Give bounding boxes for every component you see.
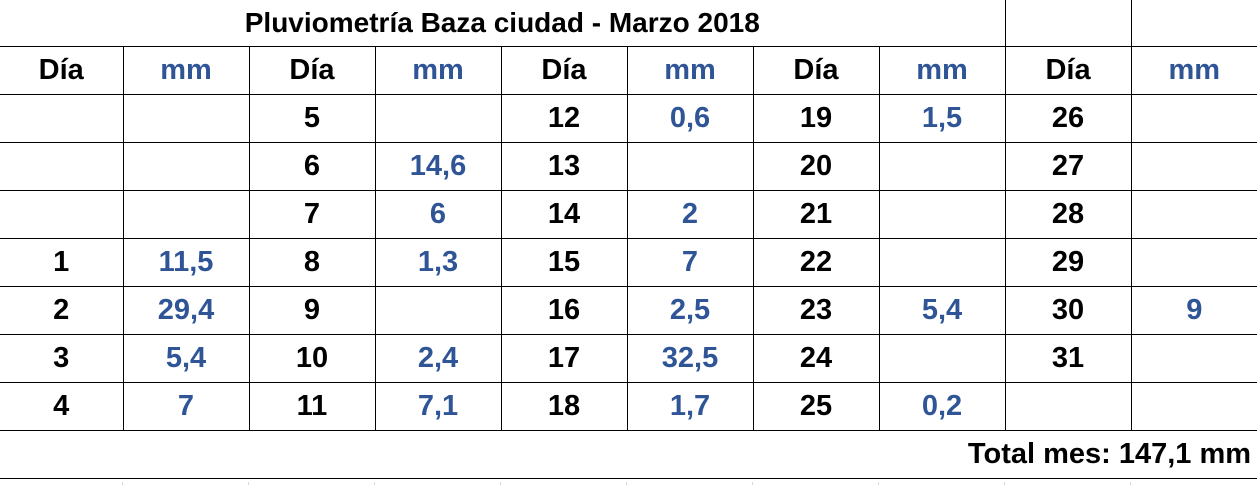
rain-mm-cell: 6: [374, 190, 502, 239]
rain-mm-cell: [122, 94, 250, 143]
rain-mm-cell: [374, 94, 502, 143]
day-cell: 2: [0, 286, 124, 335]
day-cell: 11: [248, 382, 376, 431]
day-cell: 22: [752, 238, 880, 287]
rain-mm-cell: [878, 334, 1006, 383]
day-cell: 20: [752, 142, 880, 191]
rain-mm-cell: 2: [626, 190, 754, 239]
rain-mm-cell: [878, 142, 1006, 191]
rain-mm-cell: [1130, 190, 1257, 239]
next-row-gridlines: [0, 482, 1257, 485]
total-row: Total mes: 147,1 mm: [0, 430, 1257, 479]
day-cell: 23: [752, 286, 880, 335]
rain-mm-cell: [1130, 238, 1257, 287]
day-cell: 3: [0, 334, 124, 383]
monthly-total: Total mes: 147,1 mm: [0, 430, 1257, 479]
table-row: 4 7 11 7,1 18 1,7 25 0,2: [0, 382, 1257, 431]
day-cell: 12: [500, 94, 628, 143]
rain-mm-cell: [1130, 142, 1257, 191]
rain-mm-cell: [122, 190, 250, 239]
sheet-title: Pluviometría Baza ciudad - Marzo 2018: [0, 0, 1006, 47]
header-mm: mm: [374, 46, 502, 95]
title-row: Pluviometría Baza ciudad - Marzo 2018: [0, 0, 1257, 47]
day-cell: 29: [1004, 238, 1132, 287]
day-cell: 15: [500, 238, 628, 287]
rain-mm-cell: 14,6: [374, 142, 502, 191]
day-cell: 31: [1004, 334, 1132, 383]
day-cell: 16: [500, 286, 628, 335]
rain-mm-cell: 7: [122, 382, 250, 431]
rain-mm-cell: 5,4: [122, 334, 250, 383]
rain-mm-cell: [374, 286, 502, 335]
header-dia: Día: [248, 46, 376, 95]
day-cell: 10: [248, 334, 376, 383]
rain-mm-cell: 0,6: [626, 94, 754, 143]
day-cell: 13: [500, 142, 628, 191]
rain-mm-cell: [1130, 94, 1257, 143]
table-row: 2 29,4 9 16 2,5 23 5,4 30 9: [0, 286, 1257, 335]
day-cell: 24: [752, 334, 880, 383]
title-blank-cell: [1004, 0, 1132, 47]
header-mm: mm: [1130, 46, 1257, 95]
rain-mm-cell: 7,1: [374, 382, 502, 431]
day-cell: 25: [752, 382, 880, 431]
day-cell: 5: [248, 94, 376, 143]
day-cell: [0, 142, 124, 191]
table-row: 1 11,5 8 1,3 15 7 22 29: [0, 238, 1257, 287]
rain-mm-cell: [1130, 334, 1257, 383]
rain-mm-cell: [878, 190, 1006, 239]
rain-mm-cell: 5,4: [878, 286, 1006, 335]
header-dia: Día: [500, 46, 628, 95]
day-cell: 21: [752, 190, 880, 239]
day-cell: 19: [752, 94, 880, 143]
header-row: Día mm Día mm Día mm Día mm Día mm: [0, 46, 1257, 95]
day-cell: 6: [248, 142, 376, 191]
day-cell: 1: [0, 238, 124, 287]
header-dia: Día: [1004, 46, 1132, 95]
day-cell: 27: [1004, 142, 1132, 191]
rain-mm-cell: 1,3: [374, 238, 502, 287]
table-row: 5 12 0,6 19 1,5 26: [0, 94, 1257, 143]
day-cell: 7: [248, 190, 376, 239]
rain-mm-cell: [122, 142, 250, 191]
rain-mm-cell: [1130, 382, 1257, 431]
header-mm: mm: [122, 46, 250, 95]
table-row: 3 5,4 10 2,4 17 32,5 24 31: [0, 334, 1257, 383]
header-dia: Día: [0, 46, 124, 95]
rain-mm-cell: 2,5: [626, 286, 754, 335]
day-cell: 14: [500, 190, 628, 239]
title-blank-cell: [1130, 0, 1257, 47]
day-cell: [0, 94, 124, 143]
rain-mm-cell: 7: [626, 238, 754, 287]
rain-mm-cell: 1,5: [878, 94, 1006, 143]
day-cell: 4: [0, 382, 124, 431]
rain-mm-cell: [878, 238, 1006, 287]
day-cell: 9: [248, 286, 376, 335]
rain-mm-cell: 29,4: [122, 286, 250, 335]
rain-mm-cell: [626, 142, 754, 191]
day-cell: 26: [1004, 94, 1132, 143]
rain-mm-cell: 0,2: [878, 382, 1006, 431]
rain-mm-cell: 32,5: [626, 334, 754, 383]
rain-mm-cell: 9: [1130, 286, 1257, 335]
day-cell: 17: [500, 334, 628, 383]
table-row: 6 14,6 13 20 27: [0, 142, 1257, 191]
rain-mm-cell: 1,7: [626, 382, 754, 431]
header-mm: mm: [878, 46, 1006, 95]
table-row: 7 6 14 2 21 28: [0, 190, 1257, 239]
header-dia: Día: [752, 46, 880, 95]
day-cell: [0, 190, 124, 239]
day-cell: 28: [1004, 190, 1132, 239]
rain-mm-cell: 2,4: [374, 334, 502, 383]
header-mm: mm: [626, 46, 754, 95]
day-cell: 18: [500, 382, 628, 431]
day-cell: 8: [248, 238, 376, 287]
day-cell: 30: [1004, 286, 1132, 335]
day-cell: [1004, 382, 1132, 431]
rain-mm-cell: 11,5: [122, 238, 250, 287]
